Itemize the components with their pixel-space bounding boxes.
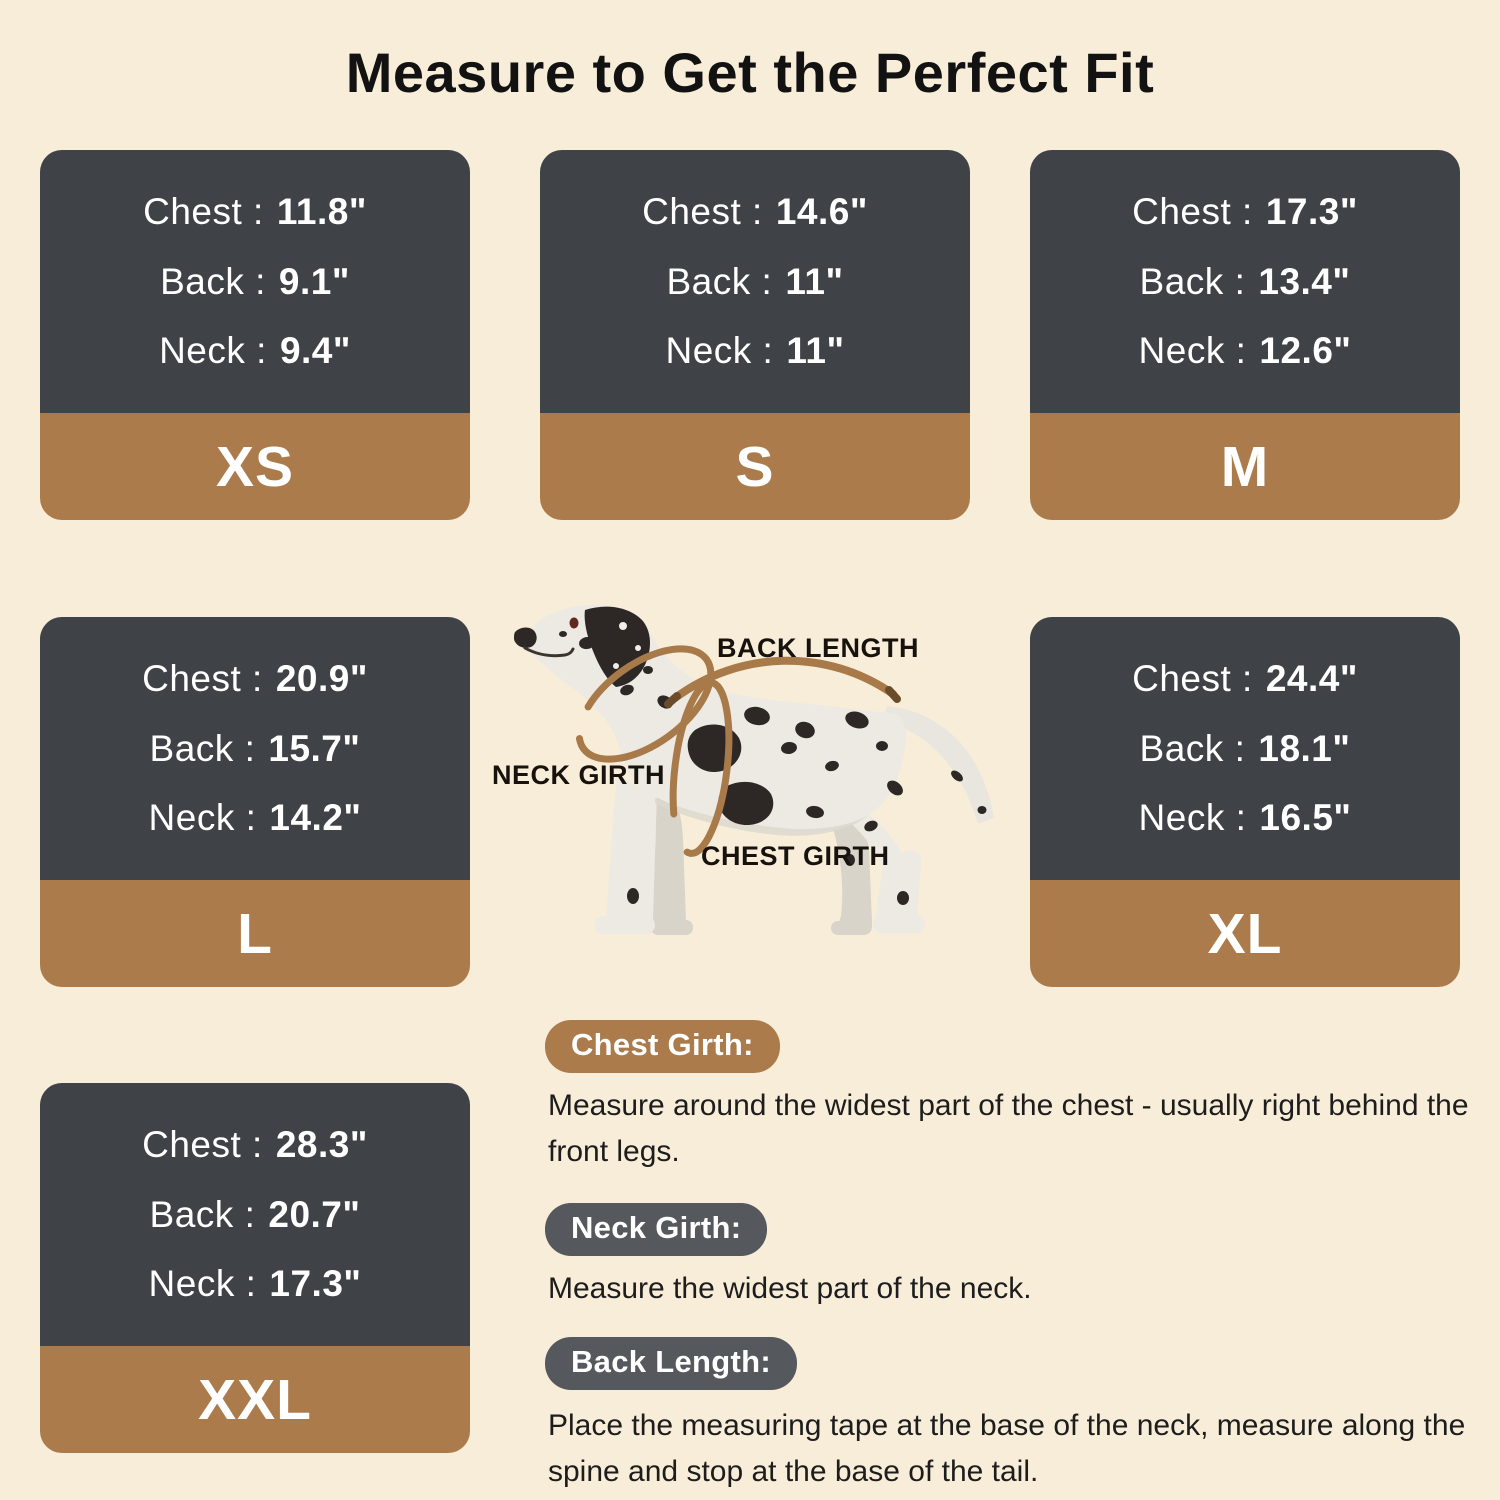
measure-value: 12.6"	[1259, 329, 1352, 371]
guide-text-chest-girth: Measure around the widest part of the ch…	[548, 1089, 1469, 1168]
size-card-xxl-measurements: Chest : 28.3" Back : 20.7" Neck : 17.3"	[40, 1083, 470, 1346]
measure-label: Chest :	[1132, 191, 1253, 233]
measure-label: Back :	[666, 260, 773, 302]
measure-value: 17.3"	[1265, 191, 1358, 233]
size-badge-xxl: XXL	[40, 1346, 470, 1453]
size-card-xl: Chest : 24.4" Back : 18.1" Neck : 16.5" XL	[1030, 617, 1460, 987]
measure-label: Chest :	[1132, 658, 1253, 700]
measure-row: Neck : 16.5"	[1139, 797, 1352, 839]
measure-label: Chest :	[142, 658, 263, 700]
measure-value: 11.8"	[276, 191, 367, 233]
guide-pill-chest-girth: Chest Girth:	[545, 1020, 780, 1073]
measure-value: 17.3"	[269, 1262, 362, 1304]
size-card-m: Chest : 17.3" Back : 13.4" Neck : 12.6" M	[1030, 150, 1460, 520]
measure-label: Back :	[1139, 260, 1246, 302]
measure-label: Chest :	[642, 191, 763, 233]
measure-value: 28.3"	[275, 1124, 368, 1166]
measure-label: Neck :	[1138, 329, 1247, 371]
measure-value: 24.4"	[1265, 658, 1358, 700]
measure-row: Back : 13.4"	[1140, 261, 1351, 303]
measure-label: Neck :	[148, 1262, 257, 1304]
measure-row: Back : 20.7"	[150, 1194, 361, 1236]
measure-value: 18.1"	[1258, 727, 1351, 769]
measure-value: 11"	[785, 260, 844, 302]
measure-row: Back : 15.7"	[150, 728, 361, 770]
size-badge-m: M	[1030, 413, 1460, 520]
measure-label: Back :	[1139, 727, 1246, 769]
measure-label: Chest :	[143, 191, 264, 233]
diagram-label-chest-girth: CHEST GIRTH	[701, 841, 890, 871]
measure-row: Neck : 14.2"	[149, 797, 362, 839]
diagram-label-back-length: BACK LENGTH	[717, 633, 919, 663]
measure-row: Neck : 17.3"	[149, 1263, 362, 1305]
size-card-s-measurements: Chest : 14.6" Back : 11" Neck : 11"	[540, 150, 970, 413]
measure-row: Back : 18.1"	[1140, 728, 1351, 770]
measure-row: Chest : 17.3"	[1132, 191, 1358, 233]
size-badge-xs: XS	[40, 413, 470, 520]
measure-value: 16.5"	[1259, 796, 1352, 838]
size-card-l: Chest : 20.9" Back : 15.7" Neck : 14.2" L	[40, 617, 470, 987]
size-card-m-measurements: Chest : 17.3" Back : 13.4" Neck : 12.6"	[1030, 150, 1460, 413]
size-badge-l: L	[40, 880, 470, 987]
size-card-xs-measurements: Chest : 11.8" Back : 9.1" Neck : 9.4"	[40, 150, 470, 413]
dog-illustration	[514, 604, 994, 935]
measure-row: Chest : 24.4"	[1132, 658, 1358, 700]
measure-value: 14.2"	[269, 796, 362, 838]
size-card-xs: Chest : 11.8" Back : 9.1" Neck : 9.4" XS	[40, 150, 470, 520]
measure-row: Back : 9.1"	[160, 261, 350, 303]
measure-row: Chest : 14.6"	[642, 191, 868, 233]
measure-label: Back :	[149, 727, 256, 769]
guide-pill-neck-girth: Neck Girth:	[545, 1203, 768, 1256]
measure-value: 20.7"	[268, 1193, 361, 1235]
size-badge-s: S	[540, 413, 970, 520]
measure-value: 20.9"	[275, 658, 368, 700]
measure-row: Chest : 11.8"	[143, 191, 367, 233]
measure-label: Chest :	[142, 1124, 263, 1166]
measure-value: 9.4"	[279, 329, 351, 371]
size-card-s: Chest : 14.6" Back : 11" Neck : 11" S	[540, 150, 970, 520]
measure-row: Neck : 9.4"	[159, 330, 351, 372]
measure-label: Neck :	[159, 329, 267, 371]
measure-value: 11"	[786, 329, 845, 371]
size-badge-xl: XL	[1030, 880, 1460, 987]
size-card-xl-measurements: Chest : 24.4" Back : 18.1" Neck : 16.5"	[1030, 617, 1460, 880]
measure-row: Back : 11"	[667, 261, 844, 303]
measure-value: 14.6"	[775, 191, 868, 233]
measure-value: 13.4"	[1258, 260, 1351, 302]
measure-row: Chest : 28.3"	[142, 1124, 368, 1166]
measure-value: 15.7"	[268, 727, 361, 769]
guide-text-neck-girth: Measure the widest part of the neck.	[548, 1272, 1032, 1305]
page-title: Measure to Get the Perfect Fit	[345, 41, 1155, 104]
measure-label: Back :	[160, 260, 266, 302]
size-card-l-measurements: Chest : 20.9" Back : 15.7" Neck : 14.2"	[40, 617, 470, 880]
measure-row: Chest : 20.9"	[142, 658, 368, 700]
measure-label: Neck :	[665, 329, 774, 371]
guide-text-back-length: Place the measuring tape at the base of …	[548, 1409, 1466, 1488]
measure-label: Back :	[149, 1193, 256, 1235]
size-card-xxl: Chest : 28.3" Back : 20.7" Neck : 17.3" XXL	[40, 1083, 470, 1453]
measure-label: Neck :	[148, 796, 257, 838]
diagram-label-neck-girth: NECK GIRTH	[492, 760, 665, 790]
guide-pill-back-length: Back Length:	[545, 1337, 797, 1390]
measure-row: Neck : 11"	[665, 330, 844, 372]
measure-row: Neck : 12.6"	[1139, 330, 1352, 372]
measure-value: 9.1"	[278, 260, 350, 302]
measure-label: Neck :	[1138, 796, 1247, 838]
